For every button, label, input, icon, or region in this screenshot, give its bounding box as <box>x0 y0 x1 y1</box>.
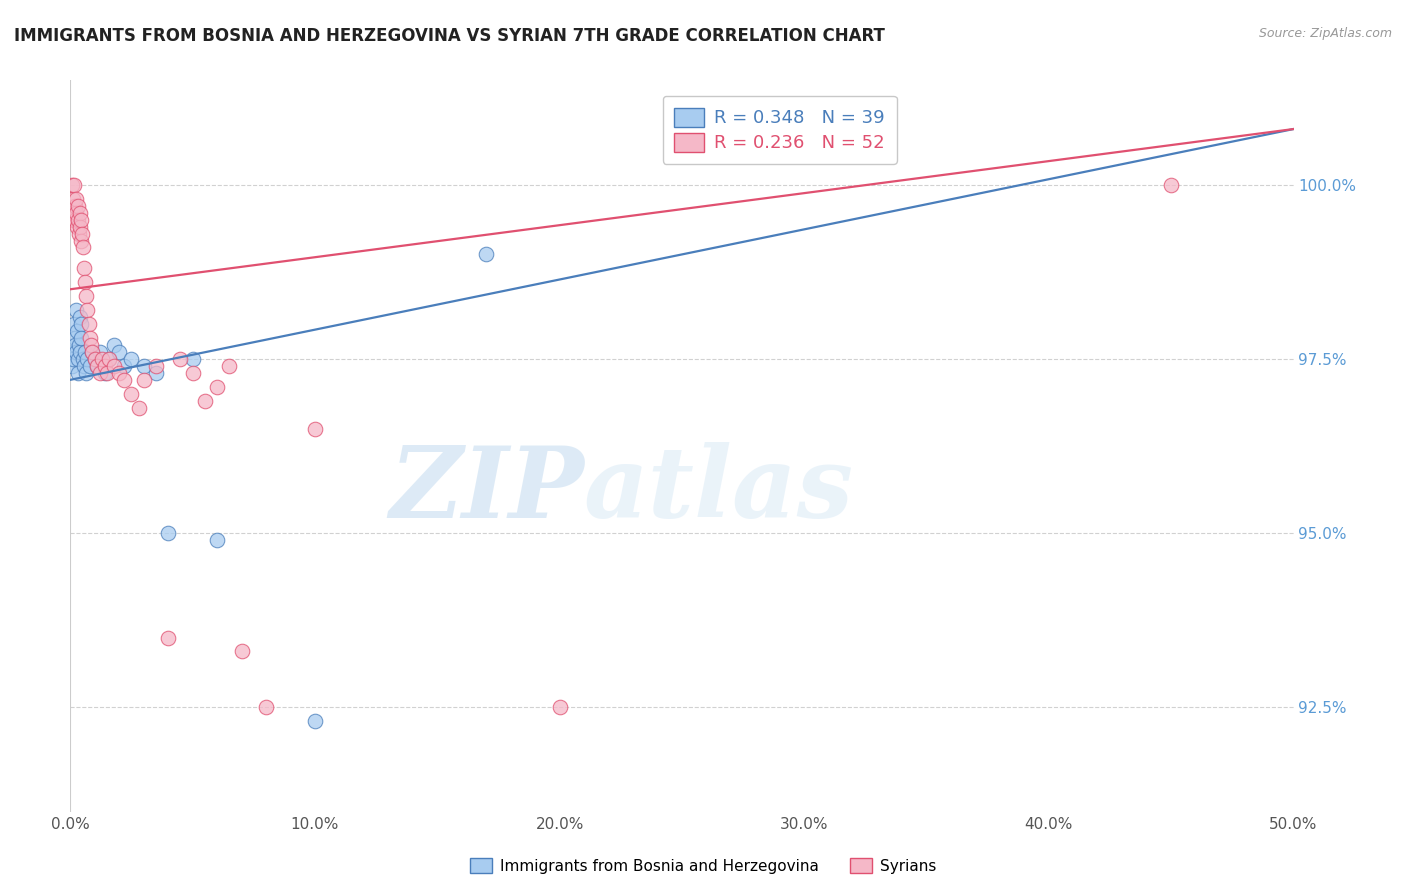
Point <box>72 240 94 254</box>
Point <box>67 338 90 352</box>
Point <box>70 227 93 241</box>
Point <box>63 317 86 331</box>
Point <box>65 192 87 206</box>
Point <box>60 359 83 373</box>
Point <box>67 212 90 227</box>
Point <box>67 227 90 241</box>
Point <box>62 345 84 359</box>
Point <box>145 359 167 373</box>
Point <box>65 205 87 219</box>
Point <box>145 366 167 380</box>
Point <box>98 351 121 366</box>
Point <box>86 359 108 373</box>
Point <box>103 338 125 352</box>
Point <box>76 303 98 318</box>
Point <box>93 366 115 380</box>
Point <box>132 373 155 387</box>
Point <box>66 219 89 234</box>
Point <box>304 714 326 728</box>
Point <box>157 631 180 645</box>
Point <box>169 351 191 366</box>
Point <box>475 247 498 261</box>
Point <box>86 359 108 373</box>
Point <box>62 351 84 366</box>
Point <box>69 219 91 234</box>
Point <box>93 359 115 373</box>
Point <box>77 317 100 331</box>
Point <box>62 205 84 219</box>
Point <box>69 234 91 248</box>
Point <box>181 351 204 366</box>
Point <box>63 199 86 213</box>
Point <box>75 289 97 303</box>
Point <box>304 421 326 435</box>
Point <box>128 401 150 415</box>
Point <box>103 359 125 373</box>
Text: IMMIGRANTS FROM BOSNIA AND HERZEGOVINA VS SYRIAN 7TH GRADE CORRELATION CHART: IMMIGRANTS FROM BOSNIA AND HERZEGOVINA V… <box>14 27 884 45</box>
Point <box>72 351 94 366</box>
Point <box>121 386 143 401</box>
Point <box>60 178 83 192</box>
Point <box>79 331 101 345</box>
Point <box>66 351 89 366</box>
Point <box>548 700 571 714</box>
Point <box>63 212 86 227</box>
Point <box>79 359 101 373</box>
Point <box>65 345 87 359</box>
Point <box>98 351 121 366</box>
Point <box>96 366 118 380</box>
Point <box>65 303 87 318</box>
Point <box>157 526 180 541</box>
Point <box>121 351 143 366</box>
Point <box>69 345 91 359</box>
Point <box>63 178 86 192</box>
Point <box>89 366 111 380</box>
Point <box>70 212 93 227</box>
Point <box>181 366 204 380</box>
Point <box>73 359 96 373</box>
Point <box>66 324 89 338</box>
Point <box>108 366 131 380</box>
Point <box>80 338 103 352</box>
Point <box>73 261 96 276</box>
Point <box>218 359 240 373</box>
Point <box>60 212 83 227</box>
Point <box>205 533 228 547</box>
Point <box>112 359 135 373</box>
Point <box>83 351 105 366</box>
Legend: R = 0.348   N = 39, R = 0.236   N = 52: R = 0.348 N = 39, R = 0.236 N = 52 <box>662 96 897 163</box>
Point <box>194 393 217 408</box>
Point <box>69 310 91 325</box>
Point <box>82 345 104 359</box>
Point <box>112 373 135 387</box>
Point <box>82 345 104 359</box>
Point <box>69 205 91 219</box>
Text: Source: ZipAtlas.com: Source: ZipAtlas.com <box>1258 27 1392 40</box>
Point <box>70 331 93 345</box>
Point <box>108 345 131 359</box>
Point <box>67 366 90 380</box>
Point <box>89 345 111 359</box>
Point <box>91 351 114 366</box>
Point <box>63 338 86 352</box>
Point <box>73 345 96 359</box>
Text: atlas: atlas <box>583 442 853 538</box>
Point <box>63 331 86 345</box>
Point <box>73 275 96 289</box>
Point <box>132 359 155 373</box>
Point <box>66 199 89 213</box>
Point <box>76 351 98 366</box>
Point <box>62 192 84 206</box>
Point <box>69 317 91 331</box>
Legend: Immigrants from Bosnia and Herzegovina, Syrians: Immigrants from Bosnia and Herzegovina, … <box>464 852 942 880</box>
Point <box>83 351 105 366</box>
Point <box>231 644 253 658</box>
Point <box>205 380 228 394</box>
Point <box>75 366 97 380</box>
Text: ZIP: ZIP <box>389 442 583 538</box>
Point <box>254 700 277 714</box>
Point <box>1160 178 1182 192</box>
